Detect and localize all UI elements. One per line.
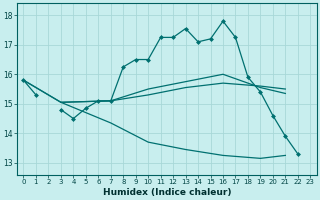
X-axis label: Humidex (Indice chaleur): Humidex (Indice chaleur) xyxy=(103,188,231,197)
